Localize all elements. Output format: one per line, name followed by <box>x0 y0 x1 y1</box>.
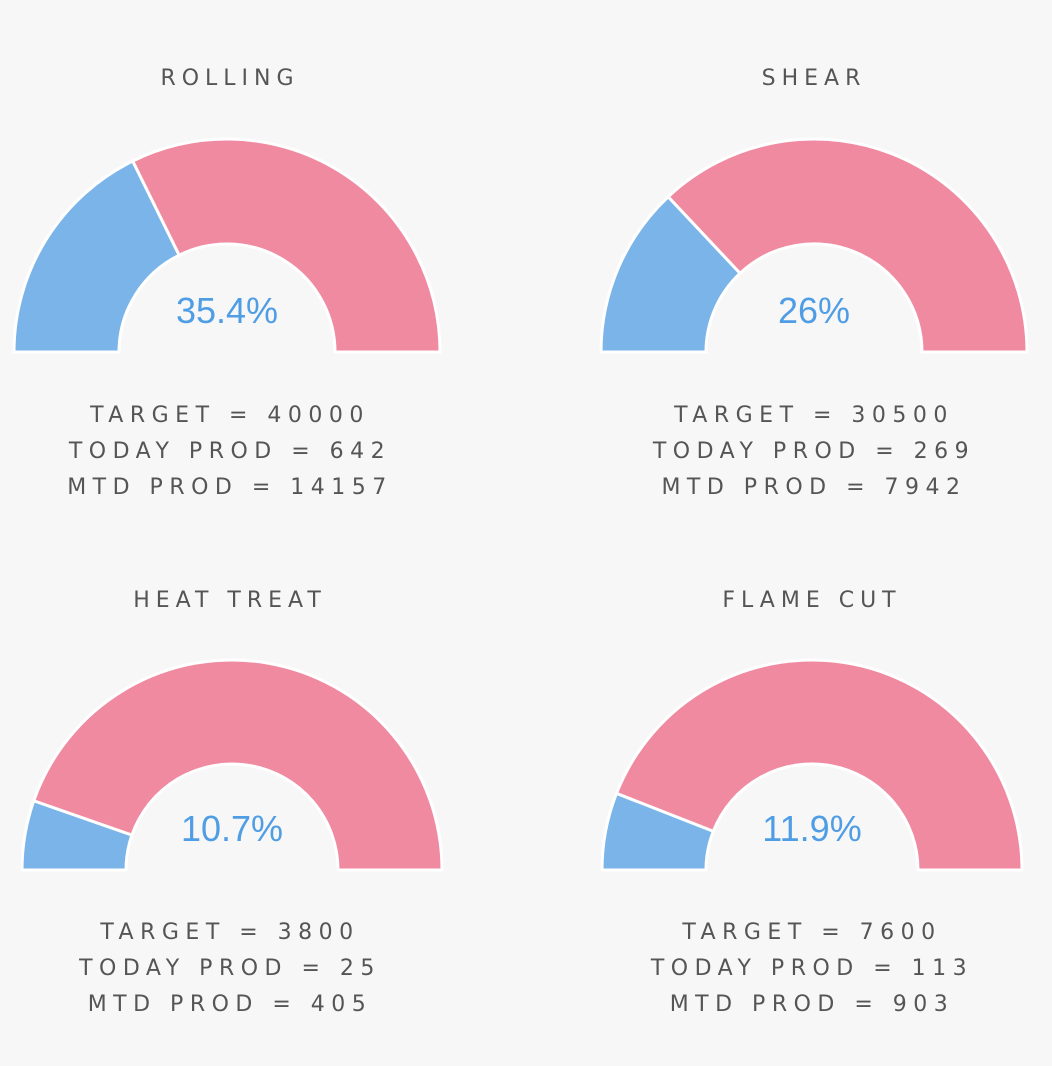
gauge-panel-0: ROLLING 35.4% TARGET = 40000 TODAY PROD … <box>0 0 460 520</box>
gauge-chart: 26% <box>599 137 1029 354</box>
target-text: TARGET = 7600 <box>682 920 942 945</box>
target-text: TARGET = 40000 <box>90 403 370 428</box>
gauge-filled-arc <box>12 159 181 354</box>
mtd-prod-text: MTD PROD = 903 <box>669 992 955 1017</box>
gauge-remaining-arc <box>666 137 1029 354</box>
gauge-chart: 35.4% <box>12 137 442 354</box>
target-text: TARGET = 30500 <box>674 403 954 428</box>
today-prod-text: TODAY PROD = 113 <box>650 956 974 981</box>
today-prod-text: TODAY PROD = 269 <box>652 439 976 464</box>
mtd-prod-text: MTD PROD = 7942 <box>661 475 967 500</box>
gauge-stats: TARGET = 7600 TODAY PROD = 113 MTD PROD … <box>582 915 1042 1023</box>
gauge-stats: TARGET = 40000 TODAY PROD = 642 MTD PROD… <box>0 398 460 506</box>
gauge-stats: TARGET = 30500 TODAY PROD = 269 MTD PROD… <box>584 398 1044 506</box>
today-prod-text: TODAY PROD = 25 <box>79 956 381 981</box>
gauge-title: SHEAR <box>761 66 867 91</box>
gauge-title: ROLLING <box>160 66 300 91</box>
gauge-stats: TARGET = 3800 TODAY PROD = 25 MTD PROD =… <box>0 915 460 1023</box>
gauge-remaining-arc <box>32 658 444 872</box>
gauge-title: HEAT TREAT <box>133 588 327 613</box>
mtd-prod-text: MTD PROD = 14157 <box>67 475 393 500</box>
mtd-prod-text: MTD PROD = 405 <box>87 992 373 1017</box>
gauge-percent-label: 26% <box>778 290 850 331</box>
gauge-remaining-arc <box>131 137 442 354</box>
gauge-panel-3: FLAME CUT 11.9% TARGET = 7600 TODAY PROD… <box>582 522 1042 1042</box>
gauge-chart: 11.9% <box>600 658 1024 872</box>
today-prod-text: TODAY PROD = 642 <box>68 439 392 464</box>
gauge-percent-label: 10.7% <box>181 808 283 849</box>
gauge-panel-1: SHEAR 26% TARGET = 30500 TODAY PROD = 26… <box>584 0 1044 520</box>
gauge-title: FLAME CUT <box>722 588 902 613</box>
gauge-percent-label: 11.9% <box>762 808 861 849</box>
target-text: TARGET = 3800 <box>100 920 360 945</box>
gauge-panel-2: HEAT TREAT 10.7% TARGET = 3800 TODAY PRO… <box>0 522 460 1042</box>
gauge-chart: 10.7% <box>20 658 444 872</box>
gauge-percent-label: 35.4% <box>176 290 278 331</box>
gauge-remaining-arc <box>615 658 1024 872</box>
